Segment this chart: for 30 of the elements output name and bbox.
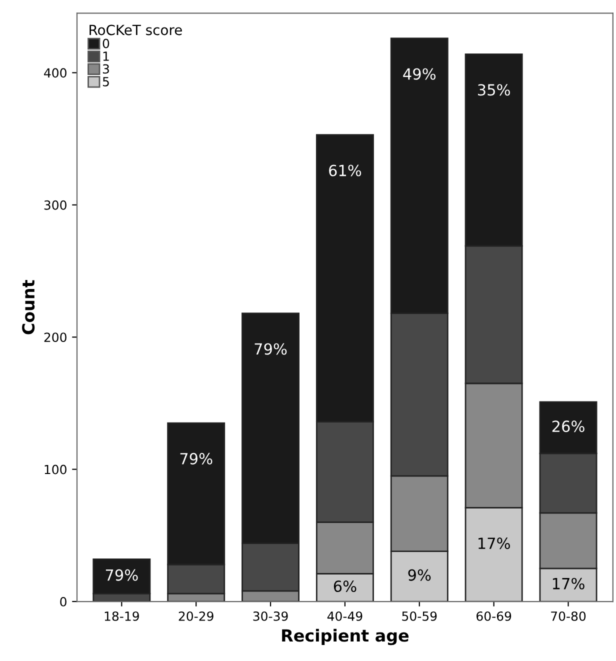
annotation: 17%: [552, 578, 584, 590]
y-tick-label: 300: [44, 200, 66, 210]
annotation: 6%: [334, 580, 356, 592]
x-tick-label: 50-59: [402, 611, 437, 621]
legend-label: 1: [103, 52, 109, 61]
annotation: 9%: [408, 569, 431, 581]
x-tick-label: 70-80: [551, 611, 586, 621]
annotation: 61%: [329, 164, 362, 176]
x-tick-label: 18-19: [104, 611, 139, 621]
annotation: 79%: [106, 569, 138, 581]
annotation: 26%: [552, 420, 584, 432]
legend-label: 3: [102, 64, 109, 74]
annotation: 49%: [403, 68, 436, 80]
y-tick-label: 100: [44, 464, 66, 474]
legend-title: RoCKeT score: [90, 24, 182, 36]
annotation: 79%: [254, 343, 287, 355]
y-tick-label: 200: [44, 332, 66, 342]
x-tick-label: 60-69: [476, 611, 512, 621]
legend-label: 5: [102, 77, 109, 86]
annotation: 35%: [478, 84, 510, 96]
y-tick-label: 400: [44, 68, 66, 78]
annotation: 79%: [180, 452, 212, 464]
x-tick-label: 30-39: [253, 611, 288, 621]
annotation: 17%: [478, 538, 510, 550]
y-tick-label: 0: [60, 596, 66, 606]
y-axis-title: Count: [22, 280, 35, 334]
x-tick-label: 40-49: [327, 611, 362, 621]
x-tick-label: 20-29: [178, 611, 214, 621]
x-axis-title: Recipient age: [282, 628, 409, 646]
legend-label: 0: [102, 38, 110, 48]
